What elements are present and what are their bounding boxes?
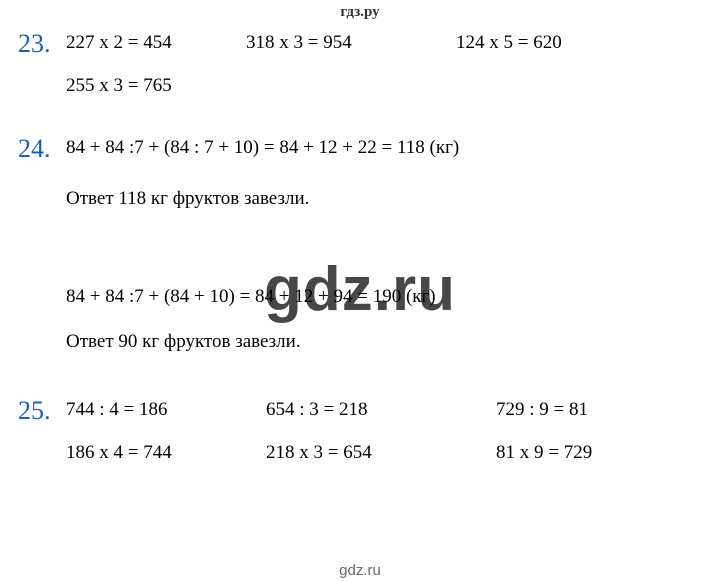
equation: 186 x 4 = 744	[66, 439, 266, 468]
answer-line: Ответ 90 кг фруктов завезли.	[66, 328, 720, 357]
equation: 729 : 9 = 81	[496, 396, 720, 425]
problem-body-23: 227 x 2 = 454 318 x 3 = 954 124 x 5 = 62…	[66, 29, 720, 100]
problem-number-25: 25.	[18, 396, 66, 426]
problem-body-24: 84 + 84 :7 + (84 : 7 + 10) = 84 + 12 + 2…	[66, 134, 720, 356]
problem-number-23: 23.	[18, 29, 66, 59]
equation: 318 x 3 = 954	[246, 29, 456, 58]
equation: 227 x 2 = 454	[66, 29, 246, 58]
equation: 218 x 3 = 654	[266, 439, 496, 468]
problem-23: 23. 227 x 2 = 454 318 x 3 = 954 124 x 5 …	[0, 29, 720, 100]
watermark-bottom: gdz.ru	[0, 562, 720, 579]
problem-body-25: 744 : 4 = 186 654 : 3 = 218 729 : 9 = 81…	[66, 396, 720, 467]
equation: 744 : 4 = 186	[66, 396, 266, 425]
problem-number-24: 24.	[18, 134, 66, 164]
equation-line: 84 + 84 :7 + (84 : 7 + 10) = 84 + 12 + 2…	[66, 134, 720, 163]
answer-line: Ответ 118 кг фруктов завезли.	[66, 185, 720, 214]
problem-25: 25. 744 : 4 = 186 654 : 3 = 218 729 : 9 …	[0, 396, 720, 467]
equation: 81 x 9 = 729	[496, 439, 720, 468]
equation: 255 x 3 = 765	[66, 72, 246, 101]
equation-line: 84 + 84 :7 + (84 + 10) = 84 + 12 + 94 = …	[66, 283, 720, 312]
watermark-top: гдз.ру	[0, 0, 720, 29]
problem-24: 24. 84 + 84 :7 + (84 : 7 + 10) = 84 + 12…	[0, 134, 720, 356]
equation: 654 : 3 = 218	[266, 396, 496, 425]
equation: 124 x 5 = 620	[456, 29, 720, 58]
